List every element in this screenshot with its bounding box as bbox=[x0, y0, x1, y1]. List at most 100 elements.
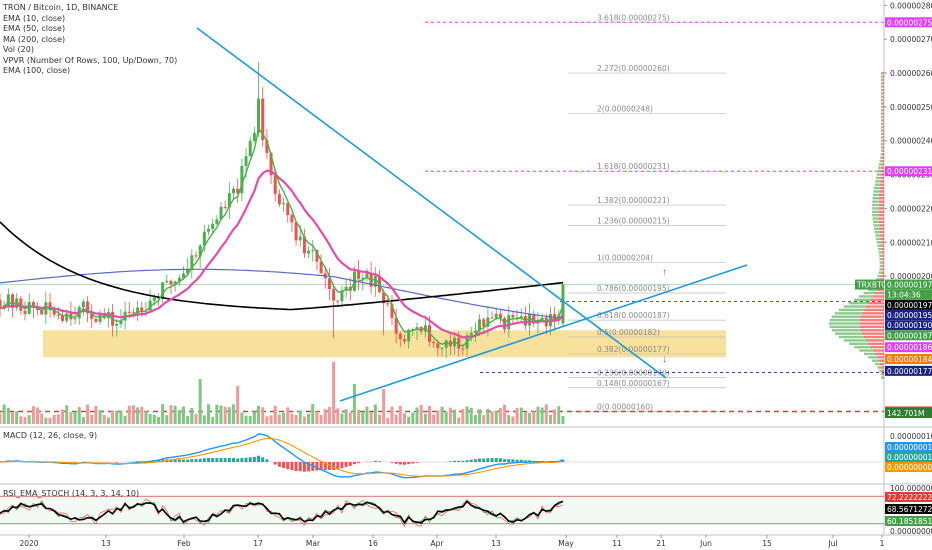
rsi-panel: 100.00000000 0.00000000 72.22222222 68.5671… bbox=[0, 484, 932, 536]
volume-bar bbox=[457, 417, 461, 424]
vpvr-bar-up bbox=[881, 102, 883, 105]
volume-bar bbox=[423, 413, 427, 424]
volume-bar bbox=[202, 415, 206, 424]
volume-bar bbox=[282, 412, 286, 424]
macd-histogram-bar bbox=[211, 457, 215, 462]
candle-body bbox=[286, 203, 290, 216]
candle-body bbox=[386, 303, 390, 305]
candle-body bbox=[165, 280, 169, 283]
volume-bar bbox=[561, 416, 565, 424]
volume-bar bbox=[453, 409, 457, 424]
vpvr-bar-down bbox=[863, 335, 884, 339]
volume-bar bbox=[152, 414, 156, 424]
volume-bar bbox=[198, 379, 202, 424]
volume-bar bbox=[61, 409, 65, 424]
volume-bar bbox=[169, 405, 173, 424]
candle-body bbox=[15, 298, 19, 308]
time-tick-label: 1 bbox=[880, 539, 885, 548]
vpvr-bar-up bbox=[881, 98, 883, 102]
time-tick-label: Jul bbox=[827, 539, 837, 548]
vpvr-bar-down bbox=[865, 305, 884, 308]
macd-histogram-bar bbox=[494, 458, 498, 462]
macd-histogram-bar bbox=[169, 459, 173, 462]
volume-bar bbox=[223, 406, 227, 424]
macd-histogram-bar bbox=[173, 459, 177, 462]
candle-body bbox=[498, 313, 502, 319]
macd-histogram-bar bbox=[561, 459, 565, 462]
volume-bar bbox=[161, 404, 165, 424]
volume-bar bbox=[369, 412, 373, 424]
candle-body bbox=[511, 315, 515, 318]
fib-label: 1.618(0.00000231) bbox=[597, 162, 670, 171]
candle-body bbox=[503, 318, 507, 330]
ma200-line bbox=[0, 221, 564, 311]
candle-body bbox=[440, 347, 444, 349]
volume-bar bbox=[65, 405, 69, 424]
vpvr-bar-down bbox=[878, 210, 884, 214]
volume-bar bbox=[27, 415, 31, 424]
vpvr-bar-up bbox=[881, 88, 883, 92]
vpvr-bar-down bbox=[879, 224, 884, 227]
volume-bar bbox=[31, 406, 35, 424]
vpvr-bar-up bbox=[879, 159, 882, 163]
volume-bars bbox=[0, 362, 565, 424]
candle-body bbox=[56, 314, 60, 316]
volume-bar bbox=[290, 413, 294, 424]
time-tick-label: 21 bbox=[656, 539, 666, 548]
time-tick-label: Apr bbox=[431, 539, 445, 548]
vpvr-bar-down bbox=[880, 237, 884, 241]
vpvr-bar-up bbox=[881, 126, 883, 129]
candle-body bbox=[244, 156, 248, 166]
candle-body bbox=[277, 194, 281, 205]
macd-histogram-bar bbox=[73, 462, 77, 463]
fib-label: 0.618(0.00000187) bbox=[597, 311, 670, 320]
volume-bar bbox=[73, 411, 77, 424]
time-tick-label: 16 bbox=[368, 539, 378, 548]
moving-averages bbox=[0, 127, 564, 347]
vpvr-bar-down bbox=[879, 362, 884, 366]
candle-body bbox=[382, 292, 386, 304]
candle-body bbox=[361, 277, 365, 279]
vpvr-bar-up bbox=[834, 312, 862, 315]
volume-bar bbox=[140, 406, 144, 424]
volume-bar bbox=[528, 413, 532, 424]
vpvr-bar-up bbox=[876, 241, 881, 244]
vpvr-bar-up bbox=[878, 163, 882, 166]
volume-bar bbox=[11, 412, 15, 424]
volume-bar bbox=[482, 415, 486, 424]
vpvr-bar-up bbox=[878, 247, 882, 251]
volume-bar bbox=[227, 407, 231, 424]
volume-bar bbox=[15, 411, 19, 424]
vpvr-bar-up bbox=[859, 349, 873, 352]
chart-legend: TRON / Bitcoin, 1D, BINANCE EMA (10, clo… bbox=[3, 3, 177, 77]
legend-indicator: EMA (10, close) bbox=[3, 13, 66, 23]
trendlines: ↑↓ bbox=[196, 27, 748, 402]
candle-body bbox=[136, 307, 140, 314]
vpvr-bar-down bbox=[880, 278, 884, 281]
volume-bar bbox=[144, 410, 148, 424]
vpvr-bar-down bbox=[879, 183, 884, 186]
vpvr-bar-up bbox=[872, 217, 879, 220]
volume-bar bbox=[165, 415, 169, 424]
candle-body bbox=[290, 215, 294, 223]
candle-body bbox=[52, 310, 56, 315]
macd-histogram-bar bbox=[453, 460, 457, 462]
macd-histogram-bar bbox=[402, 462, 406, 465]
volume-bar bbox=[119, 411, 123, 424]
vpvr-bar-down bbox=[882, 376, 884, 379]
macd-histogram-bar bbox=[465, 460, 469, 462]
vpvr-bar-down bbox=[874, 291, 884, 295]
vpvr-bar-down bbox=[881, 251, 884, 254]
down-arrow-icon: ↓ bbox=[662, 354, 667, 365]
candle-body bbox=[457, 337, 461, 349]
vpvr-bar-down bbox=[882, 146, 884, 149]
vpvr-bar-up bbox=[872, 210, 879, 214]
price-badge bbox=[885, 310, 932, 321]
macd-histogram-bar bbox=[136, 461, 140, 462]
candle-body bbox=[473, 330, 477, 333]
macd-histogram-bar bbox=[319, 462, 323, 471]
candle-body bbox=[302, 236, 306, 254]
macd-histogram-bar bbox=[327, 462, 331, 470]
volume-bar bbox=[398, 405, 402, 424]
